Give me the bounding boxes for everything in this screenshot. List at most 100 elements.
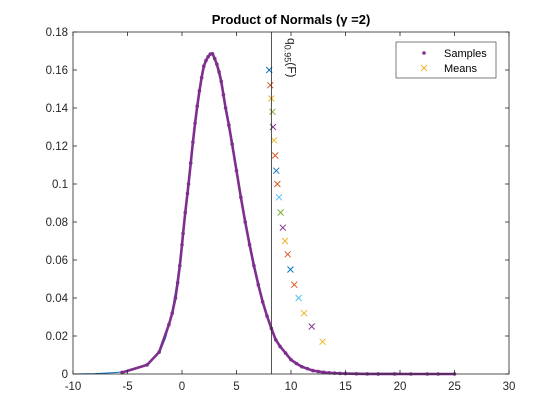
mean-point <box>274 180 281 188</box>
y-tick-label: 0.14 <box>46 103 69 115</box>
sample-point <box>202 64 206 68</box>
sample-point <box>145 363 149 367</box>
sample-point <box>247 243 252 247</box>
sample-point <box>256 282 261 287</box>
sample-point <box>210 52 215 56</box>
sample-point <box>199 75 204 80</box>
y-tick-label: 0 <box>62 369 68 381</box>
legend-samples-label: Samples <box>444 48 487 60</box>
sample-point <box>252 263 256 268</box>
sample-point <box>305 366 310 371</box>
y-tick-label: 0.18 <box>46 27 68 39</box>
mean-point <box>279 224 287 232</box>
mean-point <box>271 152 279 159</box>
sample-point <box>311 368 315 373</box>
sample-point <box>260 300 265 304</box>
sample-point <box>230 142 234 146</box>
sample-point <box>173 296 178 300</box>
quantile-line-layer: q0.95(F) <box>270 32 298 374</box>
sample-point <box>332 371 337 375</box>
mean-point <box>269 108 276 116</box>
sample-point <box>234 168 239 173</box>
x-tick-label: 30 <box>503 381 516 393</box>
sample-point <box>175 281 180 285</box>
legend-samples-marker <box>422 51 426 55</box>
x-tick-label: 0 <box>179 381 185 393</box>
sample-point <box>227 123 231 127</box>
sample-point <box>221 92 226 97</box>
sample-point <box>170 311 174 316</box>
x-tick-label: -5 <box>122 381 132 393</box>
sample-point <box>212 56 217 61</box>
sample-point <box>185 191 190 196</box>
sample-point <box>223 106 228 110</box>
sample-point <box>193 121 197 125</box>
sample-point <box>186 182 191 186</box>
x-axis-ticks: -10 -5 0 5 10 15 20 25 30 <box>65 32 516 393</box>
sample-point <box>239 195 243 200</box>
sample-point <box>219 79 224 84</box>
mean-point <box>275 193 283 201</box>
x-tick-label: 5 <box>233 381 239 393</box>
sample-point <box>157 350 161 354</box>
x-tick-label: 10 <box>285 381 298 393</box>
y-tick-label: 0.1 <box>52 179 68 191</box>
sample-point <box>265 314 269 318</box>
legend-box <box>395 41 497 79</box>
sample-point <box>338 371 342 376</box>
mean-point <box>290 281 298 289</box>
sample-point <box>195 104 200 108</box>
x-tick-label: 25 <box>448 381 461 393</box>
y-tick-label: 0.04 <box>46 293 69 305</box>
axes-background <box>73 32 509 374</box>
mean-point <box>308 323 316 330</box>
sample-point <box>321 370 326 375</box>
mean-point <box>295 294 302 302</box>
mean-point <box>266 81 274 89</box>
sample-point <box>204 58 208 63</box>
sample-point <box>316 369 321 374</box>
sample-point <box>300 364 304 369</box>
sample-point <box>180 243 184 247</box>
mean-point <box>284 250 292 258</box>
sample-point <box>191 140 195 144</box>
sample-point <box>183 210 188 215</box>
mean-point <box>319 338 326 346</box>
y-tick-label: 0.08 <box>46 217 68 229</box>
sample-point <box>283 351 288 355</box>
sample-point <box>273 338 278 342</box>
mean-point <box>300 309 308 317</box>
y-tick-label: 0.12 <box>46 141 68 153</box>
sample-point <box>217 70 221 74</box>
legend: Samples Means <box>395 41 497 79</box>
sample-point <box>294 361 299 366</box>
samples-layer <box>120 52 457 376</box>
sample-point <box>206 54 210 59</box>
sample-point <box>278 344 282 349</box>
sample-point <box>289 357 293 362</box>
x-tick-label: 15 <box>339 381 352 393</box>
sample-point <box>167 322 171 327</box>
mean-point <box>270 136 278 144</box>
y-axis-ticks: 0 0.02 0.04 0.06 0.08 0.1 0.12 0.14 0.16 0.18 <box>46 27 509 381</box>
legend-means-label: Means <box>444 63 478 75</box>
sample-point <box>243 220 248 224</box>
quantile-label: q0.95(F) <box>282 38 298 78</box>
legend-means-marker-b <box>420 64 428 72</box>
sample-point <box>120 370 124 375</box>
x-tick-label: 20 <box>394 381 407 393</box>
x-tick-label: -10 <box>65 381 82 393</box>
sample-point <box>215 62 219 67</box>
mean-point <box>287 266 294 273</box>
mean-point <box>272 167 280 175</box>
y-tick-label: 0.16 <box>46 65 68 77</box>
y-tick-label: 0.02 <box>46 331 68 343</box>
sample-point <box>181 231 185 236</box>
chart-title: Product of Normals (γ =2) <box>212 12 371 27</box>
sample-point <box>188 161 193 165</box>
sample-point <box>197 89 202 93</box>
sample-point <box>178 263 182 268</box>
mean-point <box>277 209 284 216</box>
y-tick-label: 0.06 <box>46 255 68 267</box>
